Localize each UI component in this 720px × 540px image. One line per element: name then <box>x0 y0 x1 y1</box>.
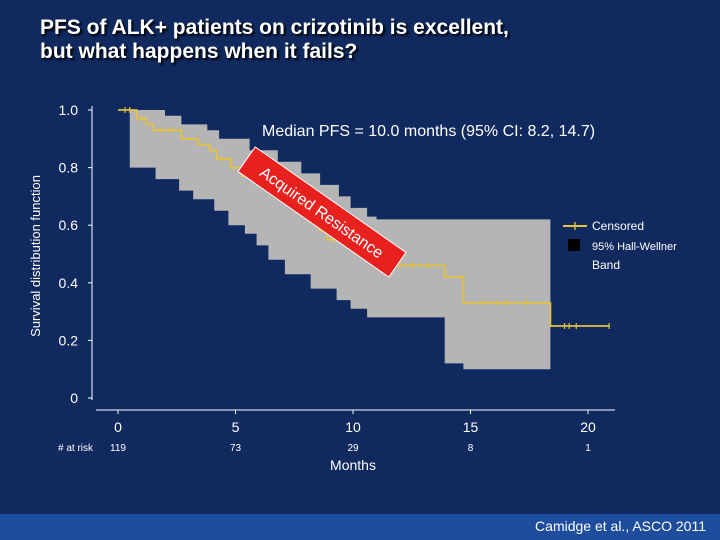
x-tick-label: 10 <box>345 419 361 435</box>
y-tick-label: 0.4 <box>59 275 79 291</box>
x-axis-label: Months <box>330 457 376 473</box>
x-tick-label: 0 <box>114 419 122 435</box>
axes <box>88 106 615 414</box>
y-tick-label: 0.6 <box>59 217 79 233</box>
y-axis-label: Survival distribution function <box>28 175 43 337</box>
legend-censored-label: Censored <box>592 219 644 233</box>
at-risk-count: 73 <box>230 443 242 454</box>
chart-text-layer: 0 0.2 0.4 0.6 0.8 1.0 0 5 10 15 20 Months Survival d… <box>28 102 677 473</box>
x-tick-label: 5 <box>232 419 240 435</box>
slide-title: PFS of ALK+ patients on crizotinib is ex… <box>40 16 700 64</box>
at-risk-count: 29 <box>347 443 359 454</box>
chart-title: Median PFS = 10.0 months (95% CI: 8.2, 1… <box>262 123 595 140</box>
y-tick-label: 0.8 <box>59 160 79 176</box>
legend-band-label-line1: 95% Hall-Wellner <box>592 241 677 253</box>
legend-band-label-line2: Band <box>592 258 620 272</box>
acquired-resistance-box <box>237 146 407 278</box>
slide-title-line-1: PFS of ALK+ patients on crizotinib is ex… <box>40 16 509 39</box>
at-risk-count: 8 <box>468 443 474 454</box>
at-risk-count: 119 <box>110 443 126 454</box>
x-tick-label: 20 <box>580 419 596 435</box>
at-risk-label: # at risk <box>58 443 94 454</box>
x-tick-label: 15 <box>463 419 479 435</box>
y-tick-label: 0 <box>70 390 78 406</box>
y-tick-label: 1.0 <box>59 102 79 118</box>
y-tick-label: 0.2 <box>59 332 79 348</box>
footer-bar: Camidge et al., ASCO 2011 <box>0 514 720 540</box>
legend-band-swatch <box>568 239 580 251</box>
slide-title-line-2: but what happens when it fails? <box>40 40 358 63</box>
citation: Camidge et al., ASCO 2011 <box>535 518 706 534</box>
at-risk-count: 1 <box>585 443 591 454</box>
